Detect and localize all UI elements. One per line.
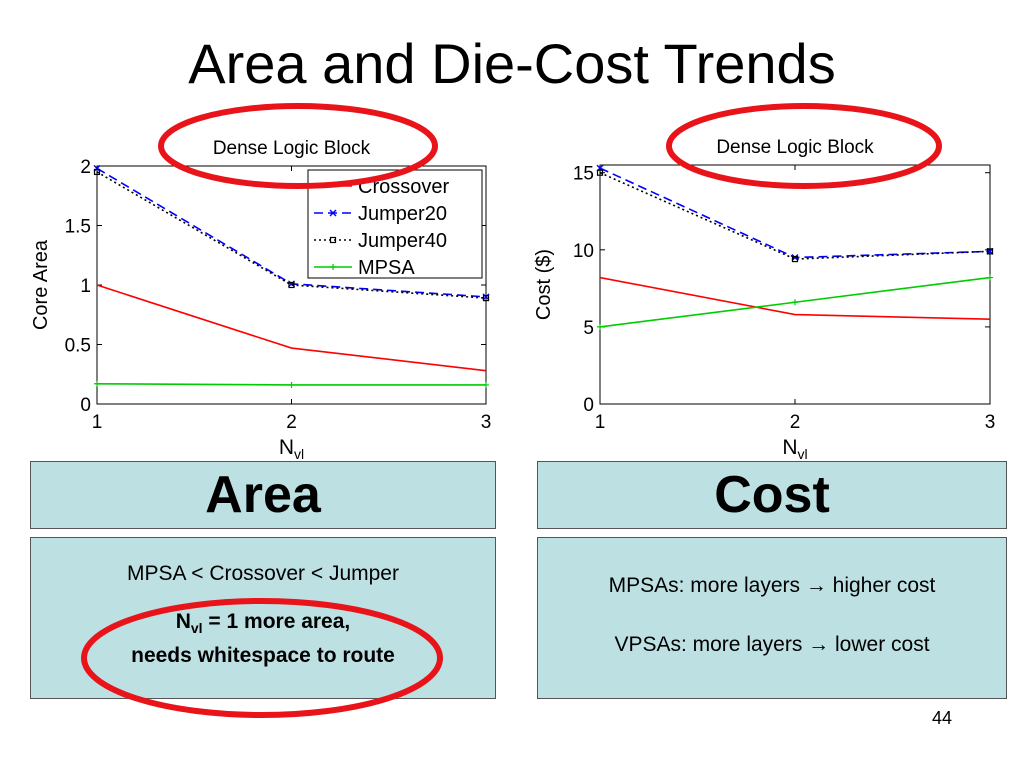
chart-1: Dense Logic Block 0 0.5 1 1.5 2 1 2 3 Nvl Core Are… xyxy=(30,138,491,462)
page-number: 44 xyxy=(932,708,953,728)
area-heading: Area xyxy=(205,466,321,524)
x-axis-label: Nvl xyxy=(279,436,304,462)
x-tick-label: 3 xyxy=(985,412,996,433)
cost-line2-b: lower cost xyxy=(829,633,930,656)
data-point-mpsa xyxy=(792,299,798,306)
area-note-rest: = 1 more area, xyxy=(202,610,351,633)
slide-title: Area and Die-Cost Trends xyxy=(188,32,836,95)
x-tick-label: 1 xyxy=(595,412,606,433)
y-axis-label: Cost ($) xyxy=(533,249,555,320)
y-tick-label: 10 xyxy=(573,241,594,262)
data-point-jumper40 xyxy=(482,294,490,302)
cost-body-box: MPSAs: more layers → higher cost VPSAs: … xyxy=(537,537,1007,699)
legend-marker xyxy=(329,236,337,244)
legend-label-crossover: Crossover xyxy=(358,176,449,198)
cost-line1-a: MPSAs: more layers xyxy=(608,574,806,597)
cost-line2-a: VPSAs: more layers xyxy=(614,633,809,656)
legend-label-mpsa: MPSA xyxy=(358,257,415,279)
area-body-box: MPSA < Crossover < Jumper Nvl = 1 more a… xyxy=(30,537,496,699)
legend-marker xyxy=(330,264,336,270)
x-axis-label: Nvl xyxy=(782,436,807,462)
area-note: Nvl = 1 more area, needs whitespace to r… xyxy=(31,608,495,669)
series-line-crossover xyxy=(96,284,487,372)
chart-title: Dense Logic Block xyxy=(716,137,874,158)
arrow-right-icon: → xyxy=(805,574,827,597)
y-axis-label: Core Area xyxy=(30,239,52,330)
data-point-mpsa xyxy=(288,381,295,388)
area-comparison-text: MPSA < Crossover < Jumper xyxy=(127,562,399,585)
y-tick-label: 2 xyxy=(80,157,91,178)
y-tick-label: 1.5 xyxy=(65,217,91,238)
x-tick-label: 3 xyxy=(481,412,492,433)
series-line-crossover xyxy=(599,276,991,320)
legend-label-jumper40: Jumper40 xyxy=(358,230,447,252)
y-tick-label: 5 xyxy=(583,318,594,339)
legend-label-jumper20: Jumper20 xyxy=(358,203,447,225)
y-tick-label: 0.5 xyxy=(65,336,91,357)
data-point-jumper40 xyxy=(288,281,295,289)
data-point-jumper40 xyxy=(93,168,101,176)
chart-legend: Crossover Jumper20 Jumper40 MPSA xyxy=(307,169,483,279)
data-point-jumper40 xyxy=(596,169,604,176)
area-note-sub: vl xyxy=(190,620,203,637)
area-note-line2: needs whitespace to route xyxy=(131,644,395,668)
area-heading-box: Area xyxy=(30,461,496,529)
chart-2: Dense Logic Block 0 5 10 15 1 2 3 Nvl Cost ($) xyxy=(533,137,995,462)
cost-heading-box: Cost xyxy=(537,461,1007,529)
data-point-jumper40 xyxy=(791,255,799,263)
area-note-main: N xyxy=(175,610,191,633)
cost-line2: VPSAs: more layers → lower cost xyxy=(538,633,1006,657)
chart-title: Dense Logic Block xyxy=(213,138,371,159)
y-tick-label: 0 xyxy=(80,395,91,416)
data-point-jumper40 xyxy=(986,248,994,255)
y-tick-label: 1 xyxy=(80,276,91,297)
y-tick-label: 15 xyxy=(573,164,594,185)
data-point-mpsa xyxy=(597,323,603,330)
x-tick-label: 1 xyxy=(92,412,103,433)
y-tick-label: 0 xyxy=(583,395,594,416)
data-point-mpsa xyxy=(987,274,993,281)
arrow-right-icon: → xyxy=(808,633,830,656)
x-tick-label: 2 xyxy=(286,412,297,433)
x-tick-label: 2 xyxy=(790,412,801,433)
data-point-mpsa xyxy=(483,381,489,388)
cost-heading: Cost xyxy=(714,466,830,524)
cost-line1-b: higher cost xyxy=(826,574,936,597)
data-point-mpsa xyxy=(94,380,100,387)
plot-frame xyxy=(599,164,991,405)
cost-line1: MPSAs: more layers → higher cost xyxy=(538,574,1006,598)
series-line-jumper40 xyxy=(599,171,991,260)
legend-marker xyxy=(329,209,337,217)
